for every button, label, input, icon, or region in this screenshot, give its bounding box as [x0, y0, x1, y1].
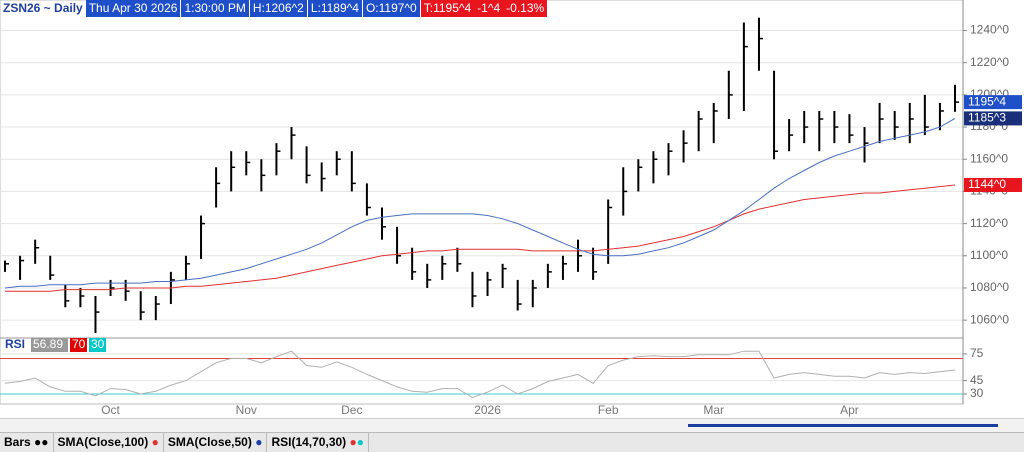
header: ZSN26 ~ Daily Thu Apr 30 2026 1:30:00 PM… — [0, 0, 548, 17]
low: L:1189^4 — [307, 0, 363, 17]
x-tick-label: Dec — [341, 403, 362, 417]
series-line — [4, 117, 956, 289]
date: Thu Apr 30 2026 — [85, 0, 182, 17]
price-tag-label: 1195^4 — [968, 94, 1006, 108]
legend-icon: ● — [255, 435, 263, 449]
open: O:1197^0 — [362, 0, 421, 17]
y-tick-label: 1100^0 — [970, 248, 1008, 262]
rsi-level-box — [70, 338, 87, 352]
y-tick-label: 30 — [970, 386, 984, 400]
legend-item[interactable]: SMA(Close,100) ● — [54, 433, 164, 452]
scroll-thumb[interactable] — [688, 424, 998, 427]
last: T:1195^4 — [420, 0, 475, 17]
y-tick-label: 1220^0 — [970, 55, 1009, 69]
legend-icon: ● — [356, 435, 365, 449]
symbol: ZSN26 ~ Daily — [3, 1, 83, 15]
rsi-level-label: 30 — [91, 337, 105, 351]
rsi-level-box — [89, 338, 106, 352]
legend-item[interactable]: SMA(Close,50) ● — [164, 433, 268, 452]
series-line — [5, 184, 956, 292]
legend-item[interactable]: Bars ●● — [0, 433, 54, 452]
price-tag — [964, 177, 1022, 192]
legend-icon: ● — [151, 435, 159, 449]
legend: Bars ●● SMA(Close,100) ● SMA(Close,50) ●… — [0, 432, 1024, 452]
y-tick-label: 1240^0 — [970, 23, 1009, 37]
legend-label: Bars — [4, 435, 31, 449]
legend-icon: ●● — [34, 435, 49, 449]
scrollbar[interactable] — [0, 418, 1024, 432]
x-tick-label: Apr — [840, 403, 859, 417]
legend-icon: ● — [349, 435, 357, 449]
price-tag-label: 1144^0 — [968, 177, 1006, 191]
change: -1^4 — [474, 0, 504, 17]
x-tick-label: Mar — [703, 403, 724, 417]
rsi-value: 56.89 — [33, 337, 63, 351]
y-tick-label: 1080^0 — [970, 280, 1009, 294]
rsi-value-box — [31, 338, 68, 352]
high: H:1206^2 — [249, 0, 308, 17]
y-tick-label: 1160^0 — [970, 151, 1008, 165]
x-tick-label: 2026 — [474, 403, 501, 417]
y-tick-label: 45 — [970, 373, 984, 387]
plot-frame — [0, 0, 964, 405]
y-tick-label: 1120^0 — [970, 216, 1008, 230]
price-tag — [964, 95, 1022, 110]
series-line — [4, 350, 956, 399]
change-pct: -0.13% — [503, 0, 548, 17]
legend-label: RSI(14,70,30) — [271, 435, 347, 449]
legend-label: SMA(Close,100) — [57, 435, 149, 449]
price-tag — [964, 111, 1022, 126]
rsi-title: RSI — [5, 337, 25, 351]
x-tick-label: Feb — [598, 403, 619, 417]
x-tick-label: Nov — [236, 403, 257, 417]
x-tick-label: Oct — [101, 403, 120, 417]
y-tick-label: 75 — [970, 346, 984, 360]
legend-label: SMA(Close,50) — [167, 435, 252, 449]
time: 1:30:00 PM — [181, 0, 250, 17]
chart: RSI 56.89 70 30 1060^0 1080^0 1100^0 1120^0… — [0, 0, 1022, 417]
rsi-level-label: 70 — [72, 337, 86, 351]
y-tick-label: 1060^0 — [970, 312, 1009, 326]
legend-item[interactable]: RSI(14,70,30) ●● — [267, 433, 370, 452]
price-tag-label: 1185^3 — [968, 111, 1006, 125]
